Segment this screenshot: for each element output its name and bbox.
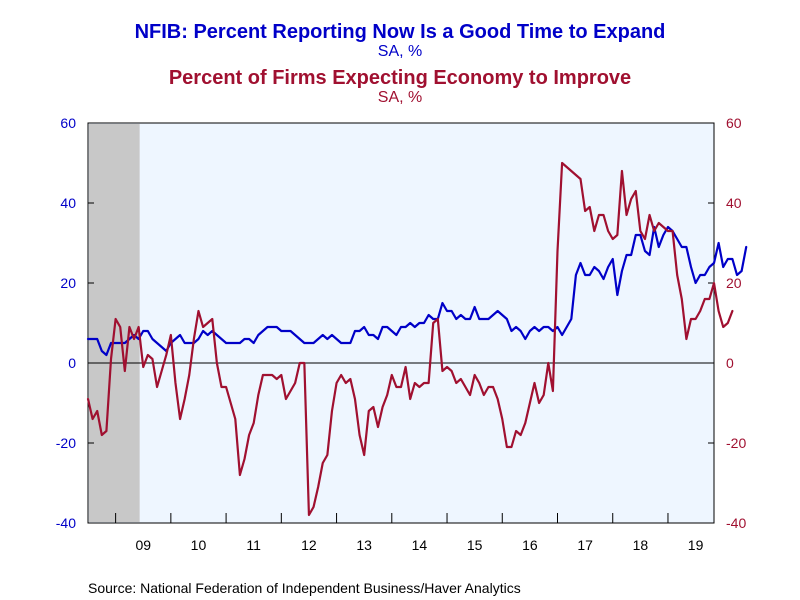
y-left-tick-label: -40 — [56, 515, 76, 531]
x-tick-label: 15 — [467, 537, 483, 553]
plot-area — [87, 122, 715, 524]
x-tick-label: 14 — [412, 537, 428, 553]
x-tick-label: 16 — [522, 537, 538, 553]
x-tick-label: 12 — [301, 537, 317, 553]
y-right-tick-label: 20 — [726, 275, 742, 291]
y-right-tick-label: 40 — [726, 195, 742, 211]
x-axis: 09 10 11 12 13 14 15 16 17 18 19 — [115, 513, 704, 553]
y-axis-left: 60 40 20 0 -20 -40 — [56, 115, 94, 531]
y-right-tick-label: 0 — [726, 355, 734, 371]
series-line-blue — [86, 225, 748, 357]
y-axis-right: 60 40 20 0 -20 -40 — [708, 115, 746, 531]
y-left-tick-label: 40 — [60, 195, 76, 211]
x-tick-label: 09 — [135, 537, 151, 553]
x-tick-label: 18 — [633, 537, 649, 553]
series-line-red — [86, 161, 734, 517]
y-left-tick-label: 20 — [60, 275, 76, 291]
source-note: Source: National Federation of Independe… — [88, 580, 521, 596]
y-right-tick-label: 60 — [726, 115, 742, 131]
plot-frame — [87, 122, 715, 524]
chart-subtitle-red: SA, % — [378, 89, 422, 106]
chart-title-blue: NFIB: Percent Reporting Now Is a Good Ti… — [135, 21, 666, 43]
y-left-tick-label: 60 — [60, 115, 76, 131]
series-group — [86, 161, 748, 517]
chart-subtitle-blue: SA, % — [378, 43, 422, 60]
x-tick-label: 10 — [191, 537, 207, 553]
y-left-tick-label: -20 — [56, 435, 76, 451]
y-left-tick-label: 0 — [68, 355, 76, 371]
x-tick-label: 19 — [688, 537, 704, 553]
x-tick-label: 13 — [356, 537, 372, 553]
y-right-tick-label: -40 — [726, 515, 746, 531]
x-tick-label: 17 — [577, 537, 593, 553]
x-tick-label: 11 — [246, 537, 261, 553]
chart-title-red: Percent of Firms Expecting Economy to Im… — [169, 67, 631, 89]
y-right-tick-label: -20 — [726, 435, 746, 451]
